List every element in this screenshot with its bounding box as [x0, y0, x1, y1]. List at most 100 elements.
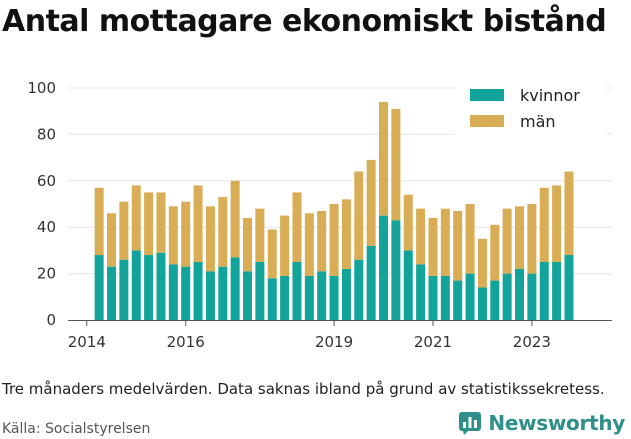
- bar-man: [329, 204, 339, 276]
- bar-kvinnor: [144, 255, 154, 320]
- bar-kvinnor: [156, 252, 166, 320]
- bar-man: [552, 185, 562, 262]
- bar-kvinnor: [218, 266, 228, 320]
- bar-man: [391, 108, 401, 221]
- bar-man: [527, 204, 537, 274]
- bar-man: [465, 204, 475, 274]
- bar-man: [255, 208, 265, 262]
- bar-kvinnor: [230, 257, 240, 320]
- legend-swatch: [470, 89, 504, 101]
- bar-kvinnor: [515, 268, 525, 320]
- bar-kvinnor: [564, 255, 574, 320]
- x-tick-label: 2014: [68, 333, 106, 351]
- bar-man: [218, 197, 228, 267]
- bar-kvinnor: [131, 250, 141, 320]
- bar-man: [477, 238, 487, 288]
- bar-kvinnor: [477, 287, 487, 320]
- bar-man: [119, 201, 129, 260]
- bar-man: [107, 213, 117, 267]
- bar-man: [366, 159, 376, 246]
- x-tick-label: 2023: [513, 333, 551, 351]
- bar-kvinnor: [94, 255, 104, 320]
- bar-kvinnor: [366, 245, 376, 320]
- bar-kvinnor: [354, 259, 364, 320]
- bar-man: [144, 192, 154, 256]
- bar-man: [502, 208, 512, 274]
- bar-man: [317, 210, 327, 272]
- bar-kvinnor: [243, 271, 253, 320]
- chart-note: Tre månaders medelvärden. Data saknas ib…: [2, 380, 605, 398]
- bar-kvinnor: [119, 259, 129, 320]
- bar-man: [539, 187, 549, 262]
- bar-man: [354, 171, 364, 260]
- bar-man: [156, 192, 166, 253]
- bar-man: [416, 208, 426, 265]
- bar-kvinnor: [490, 280, 500, 320]
- bar-man: [403, 194, 413, 251]
- bar-man: [267, 229, 277, 279]
- bar-kvinnor: [280, 275, 290, 320]
- legend-swatch: [470, 115, 504, 127]
- stacked-bar-chart: 0 20 40 60 80 100 2014 2016 2019 2021 2023 kvinnor m…: [27, 79, 612, 351]
- x-tick-label: 2016: [167, 333, 205, 351]
- bar-kvinnor: [379, 215, 389, 320]
- bar-kvinnor: [205, 271, 215, 320]
- bar-kvinnor: [267, 278, 277, 320]
- bar-kvinnor: [292, 262, 302, 320]
- bar-kvinnor: [502, 273, 512, 320]
- bar-man: [94, 187, 104, 256]
- bar-man: [205, 206, 215, 272]
- y-tick-label: 40: [37, 218, 56, 236]
- bar-kvinnor: [193, 262, 203, 320]
- bar-man: [515, 206, 525, 269]
- bar-man: [428, 217, 438, 276]
- bar-kvinnor: [440, 275, 450, 320]
- bar-man: [230, 180, 240, 258]
- brand-logo: Newsworthy: [458, 411, 625, 435]
- bar-man: [280, 215, 290, 276]
- bar-kvinnor: [453, 280, 463, 320]
- bar-kvinnor: [341, 268, 351, 320]
- bar-man: [193, 185, 203, 262]
- y-tick-label: 60: [37, 172, 56, 190]
- bar-kvinnor: [527, 273, 537, 320]
- bar-chart-logo-icon: [459, 412, 482, 435]
- bar-kvinnor: [416, 264, 426, 320]
- bar-kvinnor: [552, 262, 562, 320]
- y-tick-label: 20: [37, 265, 56, 283]
- legend-label: kvinnor: [520, 86, 580, 105]
- bar-man: [181, 201, 191, 267]
- bar-man: [243, 217, 253, 272]
- x-tick-label: 2021: [414, 333, 452, 351]
- bar-kvinnor: [403, 250, 413, 320]
- bar-kvinnor: [391, 220, 401, 320]
- bar-man: [131, 185, 141, 251]
- bar-man: [379, 101, 389, 216]
- bar-man: [304, 213, 314, 276]
- bar-man: [490, 224, 500, 281]
- bar-man: [564, 171, 574, 256]
- y-tick-label: 100: [27, 79, 56, 97]
- bar-kvinnor: [428, 275, 438, 320]
- brand-name: Newsworthy: [488, 411, 625, 435]
- bar-kvinnor: [168, 264, 178, 320]
- bar-man: [292, 192, 302, 262]
- bar-man: [168, 206, 178, 265]
- bar-kvinnor: [329, 275, 339, 320]
- bar-man: [341, 199, 351, 269]
- legend-label: män: [520, 112, 556, 131]
- y-tick-label: 80: [37, 125, 56, 143]
- x-tick-label: 2019: [315, 333, 353, 351]
- bar-kvinnor: [304, 275, 314, 320]
- source-text: Källa: Socialstyrelsen: [2, 421, 151, 437]
- bar-kvinnor: [539, 262, 549, 320]
- bar-kvinnor: [107, 266, 117, 320]
- bar-man: [453, 210, 463, 281]
- bar-kvinnor: [465, 273, 475, 320]
- y-tick-label: 0: [46, 311, 56, 329]
- bar-man: [440, 208, 450, 276]
- bar-kvinnor: [255, 262, 265, 320]
- bar-kvinnor: [181, 266, 191, 320]
- chart-title: Antal mottagare ekonomiskt bistånd: [2, 4, 607, 39]
- bar-kvinnor: [317, 271, 327, 320]
